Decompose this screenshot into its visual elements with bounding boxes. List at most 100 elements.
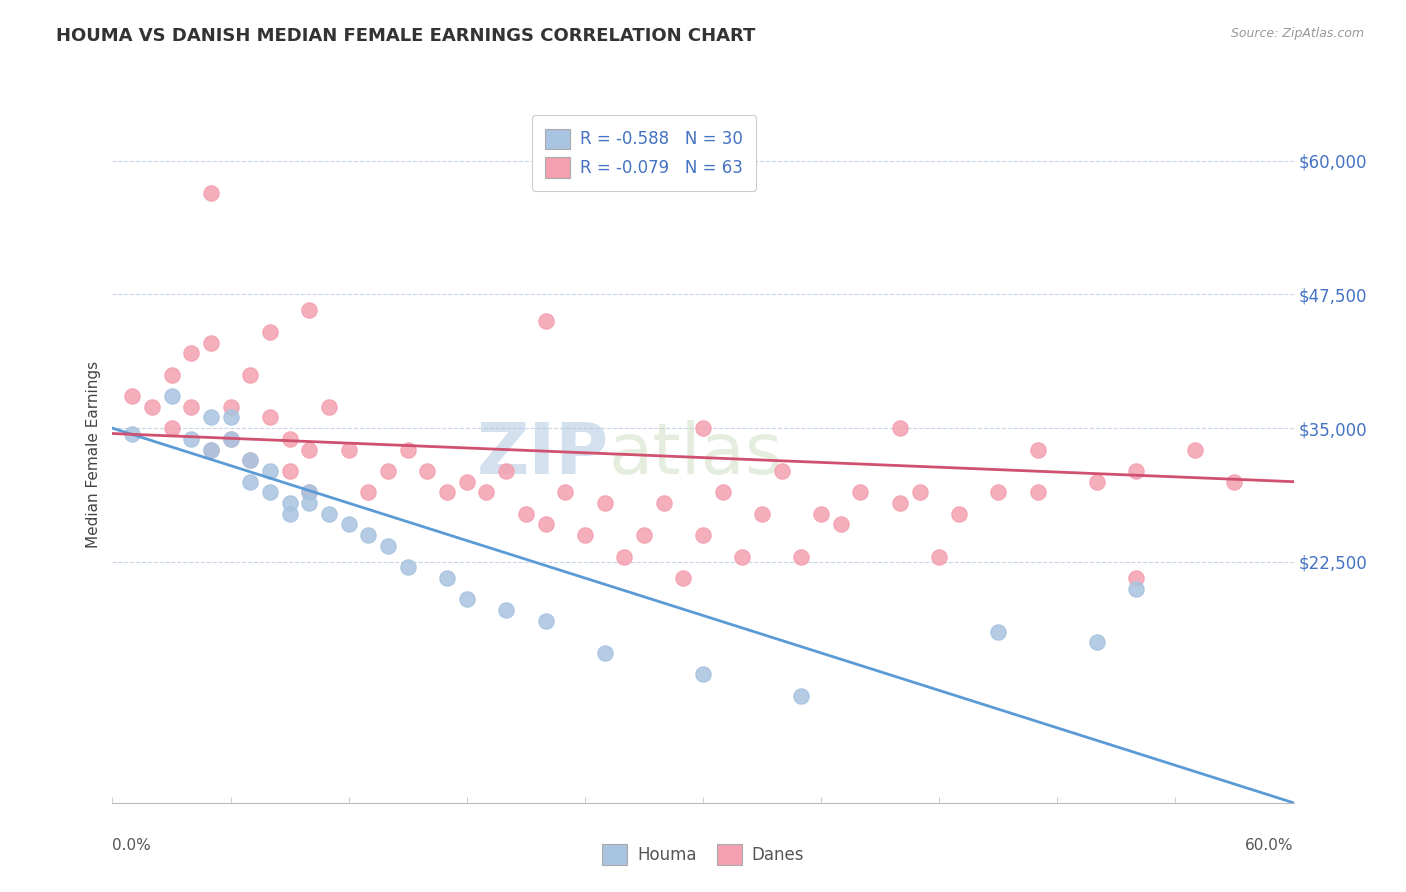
- Point: [357, 528, 380, 542]
- Point: [298, 485, 321, 500]
- Point: [692, 667, 714, 681]
- Point: [1184, 442, 1206, 457]
- Point: [298, 303, 321, 318]
- Point: [259, 464, 281, 478]
- Point: [593, 646, 616, 660]
- Point: [357, 485, 380, 500]
- Point: [259, 410, 281, 425]
- Point: [1085, 635, 1108, 649]
- Point: [337, 442, 360, 457]
- Point: [849, 485, 872, 500]
- Point: [121, 389, 143, 403]
- Point: [278, 496, 301, 510]
- Point: [1125, 582, 1147, 596]
- Point: [180, 400, 202, 414]
- Point: [200, 442, 222, 457]
- Text: Source: ZipAtlas.com: Source: ZipAtlas.com: [1230, 27, 1364, 40]
- Point: [239, 368, 262, 382]
- Point: [219, 410, 242, 425]
- Point: [278, 432, 301, 446]
- Point: [495, 464, 517, 478]
- Point: [928, 549, 950, 564]
- Point: [200, 335, 222, 350]
- Point: [436, 485, 458, 500]
- Point: [160, 421, 183, 435]
- Point: [534, 517, 557, 532]
- Point: [298, 442, 321, 457]
- Point: [278, 464, 301, 478]
- Point: [259, 485, 281, 500]
- Point: [416, 464, 439, 478]
- Point: [692, 528, 714, 542]
- Point: [377, 539, 399, 553]
- Point: [1085, 475, 1108, 489]
- Point: [692, 421, 714, 435]
- Point: [475, 485, 498, 500]
- Point: [534, 314, 557, 328]
- Point: [396, 560, 419, 574]
- Point: [239, 475, 262, 489]
- Text: 60.0%: 60.0%: [1246, 838, 1294, 853]
- Point: [515, 507, 537, 521]
- Point: [613, 549, 636, 564]
- Point: [141, 400, 163, 414]
- Point: [160, 389, 183, 403]
- Point: [987, 485, 1010, 500]
- Legend: Houma, Danes: Houma, Danes: [589, 831, 817, 878]
- Point: [810, 507, 832, 521]
- Point: [318, 507, 340, 521]
- Point: [633, 528, 655, 542]
- Point: [121, 426, 143, 441]
- Point: [200, 186, 222, 200]
- Text: HOUMA VS DANISH MEDIAN FEMALE EARNINGS CORRELATION CHART: HOUMA VS DANISH MEDIAN FEMALE EARNINGS C…: [56, 27, 755, 45]
- Point: [180, 432, 202, 446]
- Point: [652, 496, 675, 510]
- Point: [456, 475, 478, 489]
- Point: [219, 400, 242, 414]
- Point: [574, 528, 596, 542]
- Point: [731, 549, 754, 564]
- Point: [790, 549, 813, 564]
- Point: [1223, 475, 1246, 489]
- Point: [495, 603, 517, 617]
- Point: [987, 624, 1010, 639]
- Point: [948, 507, 970, 521]
- Point: [593, 496, 616, 510]
- Point: [889, 421, 911, 435]
- Point: [200, 410, 222, 425]
- Point: [318, 400, 340, 414]
- Point: [790, 689, 813, 703]
- Y-axis label: Median Female Earnings: Median Female Earnings: [86, 361, 101, 549]
- Point: [534, 614, 557, 628]
- Point: [908, 485, 931, 500]
- Text: ZIP: ZIP: [477, 420, 609, 490]
- Point: [180, 346, 202, 360]
- Text: atlas: atlas: [609, 420, 783, 490]
- Point: [889, 496, 911, 510]
- Point: [554, 485, 576, 500]
- Point: [1125, 464, 1147, 478]
- Point: [160, 368, 183, 382]
- Point: [239, 453, 262, 467]
- Point: [219, 432, 242, 446]
- Point: [830, 517, 852, 532]
- Point: [377, 464, 399, 478]
- Point: [1026, 485, 1049, 500]
- Text: 0.0%: 0.0%: [112, 838, 152, 853]
- Point: [298, 485, 321, 500]
- Point: [456, 592, 478, 607]
- Point: [219, 432, 242, 446]
- Point: [337, 517, 360, 532]
- Point: [770, 464, 793, 478]
- Point: [259, 325, 281, 339]
- Point: [1125, 571, 1147, 585]
- Point: [200, 442, 222, 457]
- Point: [751, 507, 773, 521]
- Point: [672, 571, 695, 585]
- Point: [436, 571, 458, 585]
- Point: [239, 453, 262, 467]
- Point: [711, 485, 734, 500]
- Point: [1026, 442, 1049, 457]
- Point: [298, 496, 321, 510]
- Point: [396, 442, 419, 457]
